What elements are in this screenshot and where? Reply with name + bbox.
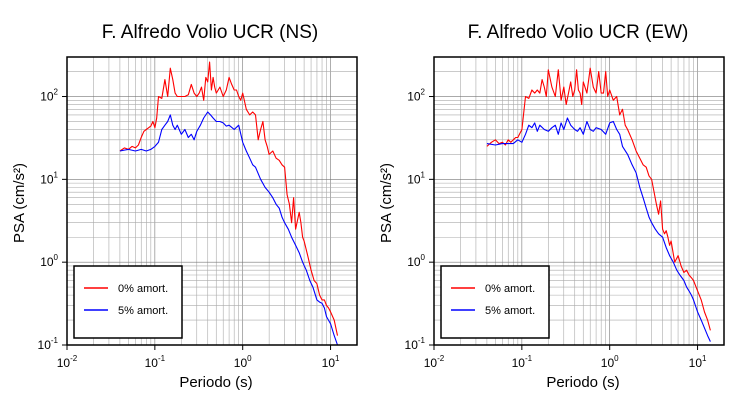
y-tick-label: 102 <box>407 88 425 104</box>
series-line-0-amort <box>119 61 339 336</box>
y-tick-label: 10-1 <box>38 336 59 352</box>
y-tick-label: 102 <box>40 88 58 104</box>
x-axis-label: Periodo (s) <box>546 374 619 391</box>
x-tick-label: 10-2 <box>57 354 78 370</box>
legend-label: 5% amort. <box>118 305 168 317</box>
x-tick-label: 100 <box>601 354 619 370</box>
series-line-5-amort <box>119 111 339 346</box>
series-line-0-amort <box>486 67 711 331</box>
x-tick-label: 10-1 <box>512 354 533 370</box>
legend: 0% amort. 5% amort. <box>73 265 183 339</box>
chart-panel-ns: 10-2 10-1 100 101 10-1 100 101 102 F. Alfredo Vo… <box>11 22 358 391</box>
legend: 0% amort. 5% amort. <box>440 265 550 339</box>
plot-frame <box>66 56 358 346</box>
chart-title: F. Alfredo Volio UCR (NS) <box>102 22 318 43</box>
y-tick-label: 100 <box>40 253 58 269</box>
x-tick-label: 10-2 <box>424 354 445 370</box>
x-tick-label: 10-1 <box>145 354 166 370</box>
x-axis-label: Periodo (s) <box>179 374 252 391</box>
y-tick-label: 10-1 <box>405 336 426 352</box>
legend-box <box>440 265 550 339</box>
series-line-5-amort <box>486 117 711 342</box>
y-tick-label: 101 <box>40 170 58 186</box>
x-tick-label: 101 <box>689 354 707 370</box>
legend-label: 5% amort. <box>485 305 535 317</box>
x-tick-label: 101 <box>322 354 340 370</box>
y-tick-label: 101 <box>407 170 425 186</box>
legend-box <box>73 265 183 339</box>
x-tick-label: 100 <box>234 354 252 370</box>
legend-label: 0% amort. <box>118 283 168 295</box>
chart-title: F. Alfredo Volio UCR (EW) <box>468 22 689 43</box>
grid <box>67 57 357 345</box>
plot-frame <box>433 56 725 346</box>
legend-label: 0% amort. <box>485 283 535 295</box>
y-axis-label: PSA (cm/s²) <box>11 163 28 243</box>
y-tick-label: 100 <box>407 253 425 269</box>
chart-panel-ew: 10-2 10-1 100 101 10-1 100 101 102 F. Alfredo Vo… <box>378 22 725 391</box>
y-axis-label: PSA (cm/s²) <box>378 163 395 243</box>
